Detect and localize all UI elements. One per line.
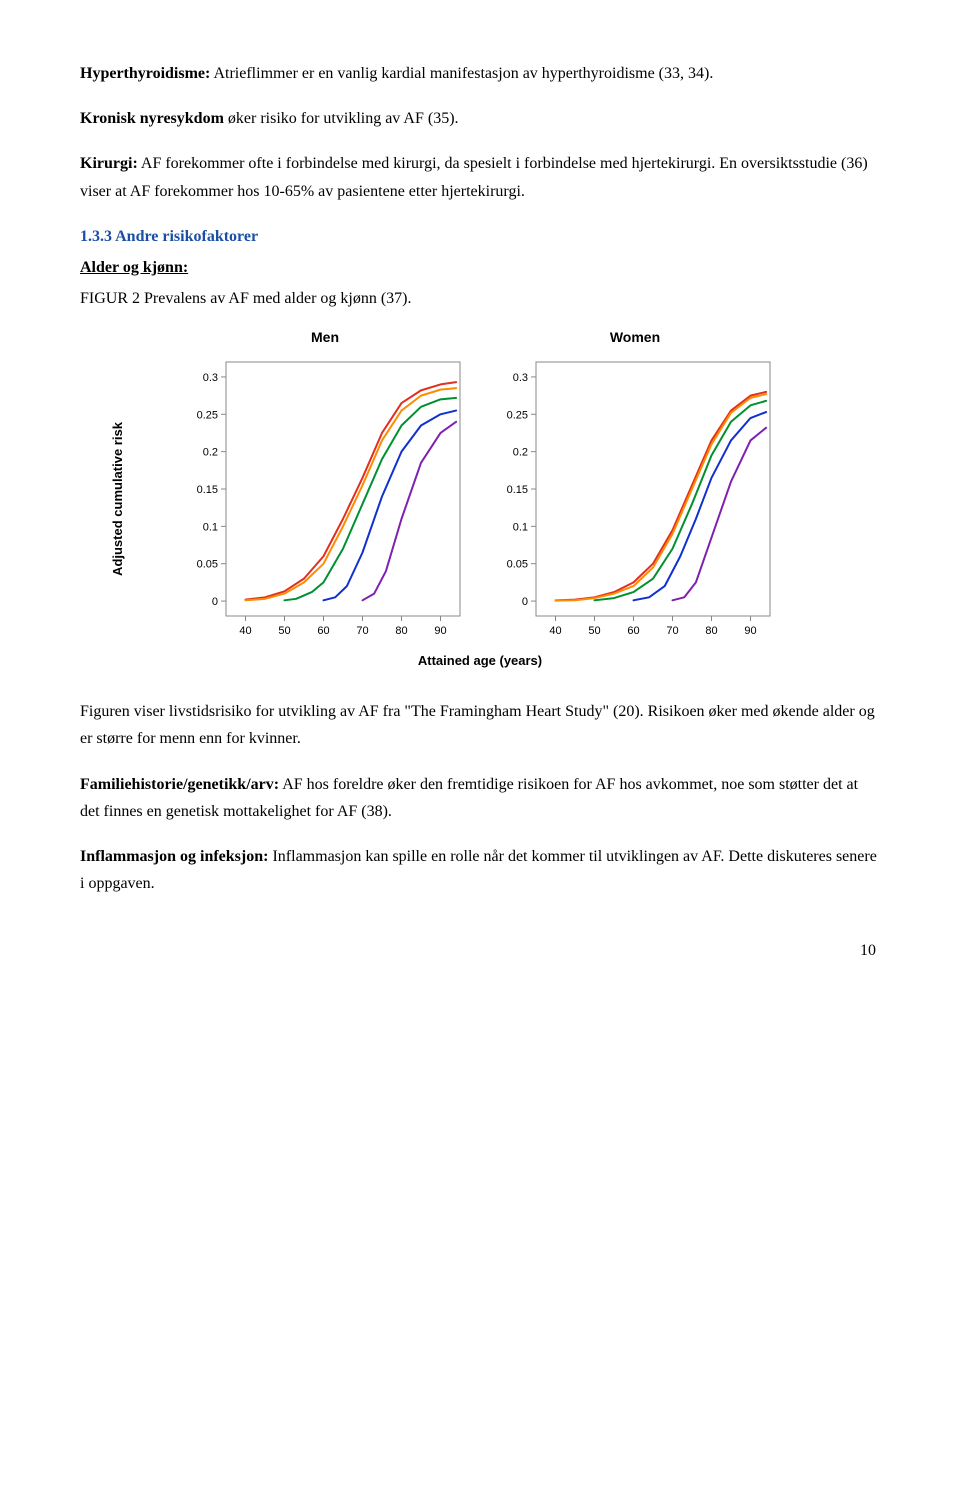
chart-figure: Adjusted cumulative risk Men 00.050.10.1… <box>160 326 800 672</box>
label-inflammation: Inflammasjon og infeksjon: <box>80 848 268 865</box>
svg-text:90: 90 <box>744 625 756 637</box>
svg-text:0.05: 0.05 <box>197 559 218 571</box>
paragraph-hyperthyroid: Hyperthyroidisme: Atrieflimmer er en van… <box>80 60 880 87</box>
svg-text:0.25: 0.25 <box>197 409 218 421</box>
section-heading: 1.3.3 Andre risikofaktorer <box>80 223 880 250</box>
svg-text:0.15: 0.15 <box>197 484 218 496</box>
svg-text:0: 0 <box>522 596 528 608</box>
svg-text:0.3: 0.3 <box>513 372 528 384</box>
paragraph-inflammation: Inflammasjon og infeksjon: Inflammasjon … <box>80 843 880 897</box>
svg-text:0.3: 0.3 <box>203 372 218 384</box>
svg-text:50: 50 <box>588 625 600 637</box>
svg-text:40: 40 <box>239 625 251 637</box>
chart-title-women: Women <box>490 326 780 350</box>
svg-text:0.05: 0.05 <box>507 559 528 571</box>
chart-svg-women: 0 0.05 0.1 0.15 0.2 0.25 0.3 40 50 60 70 80 90 <box>490 354 780 644</box>
chart-x-axis-label: Attained age (years) <box>160 650 800 672</box>
chart-title-men: Men <box>180 326 470 350</box>
svg-text:50: 50 <box>278 625 290 637</box>
paragraph-kidney: Kronisk nyresykdom øker risiko for utvik… <box>80 105 880 132</box>
label-hyperthyroid: Hyperthyroidisme: <box>80 65 210 82</box>
svg-text:60: 60 <box>627 625 639 637</box>
text-surgery: AF forekommer ofte i forbindelse med kir… <box>80 155 868 199</box>
paragraph-surgery: Kirurgi: AF forekommer ofte i forbindels… <box>80 150 880 204</box>
text-kidney: øker risiko for utvikling av AF (35). <box>224 110 459 127</box>
chart-y-axis-label: Adjusted cumulative risk <box>107 422 129 576</box>
svg-text:0.2: 0.2 <box>513 447 528 459</box>
label-surgery: Kirurgi: <box>80 155 138 172</box>
chart-panel-men: Men 0 0.05 0.1 0.15 0.2 0.25 0.3 40 50 60 70 80 90 <box>180 326 470 644</box>
page-number: 10 <box>80 937 880 964</box>
text-hyperthyroid: Atrieflimmer er en vanlig kardial manife… <box>210 65 713 82</box>
label-family: Familiehistorie/genetikk/arv: <box>80 776 279 793</box>
paragraph-figure-desc: Figuren viser livstidsrisiko for utvikli… <box>80 698 880 752</box>
subheading-age-sex: Alder og kjønn: <box>80 259 188 276</box>
svg-text:40: 40 <box>549 625 561 637</box>
svg-text:60: 60 <box>317 625 329 637</box>
svg-text:0.1: 0.1 <box>203 521 218 533</box>
svg-text:80: 80 <box>705 625 717 637</box>
label-kidney: Kronisk nyresykdom <box>80 110 224 127</box>
svg-text:80: 80 <box>395 625 407 637</box>
svg-text:0.2: 0.2 <box>203 447 218 459</box>
svg-text:70: 70 <box>356 625 368 637</box>
chart-svg-men: 0 0.05 0.1 0.15 0.2 0.25 0.3 40 50 60 70 80 90 <box>180 354 470 644</box>
svg-text:70: 70 <box>666 625 678 637</box>
paragraph-family: Familiehistorie/genetikk/arv: AF hos for… <box>80 771 880 825</box>
svg-text:0.25: 0.25 <box>507 409 528 421</box>
figure-caption: FIGUR 2 Prevalens av AF med alder og kjø… <box>80 285 880 312</box>
svg-text:90: 90 <box>434 625 446 637</box>
svg-text:0: 0 <box>212 596 218 608</box>
svg-text:0.15: 0.15 <box>507 484 528 496</box>
svg-text:0.1: 0.1 <box>513 521 528 533</box>
chart-panel-women: Women 0 0.05 0.1 0.15 0.2 0.25 0.3 40 50 60 70 80 90 <box>490 326 780 644</box>
